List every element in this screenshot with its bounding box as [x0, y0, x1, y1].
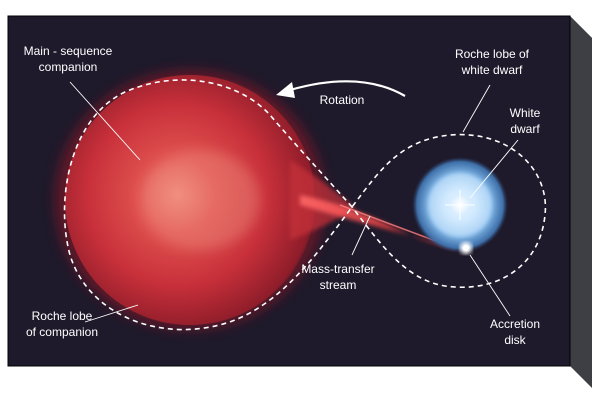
label-roche-wd-1: Roche lobe of	[455, 47, 530, 61]
label-rotation: Rotation	[320, 93, 365, 107]
rotation-arrowhead	[276, 82, 295, 98]
leader-roche-comp	[84, 304, 139, 323]
label-roche-comp-2: of companion	[26, 325, 98, 339]
leader-main-sequence	[69, 81, 141, 161]
label-main-sequence-1: Main - sequence	[24, 44, 113, 58]
leader-roche-wd	[462, 84, 491, 133]
label-mass-transfer-1: Mass-transfer	[301, 262, 374, 276]
label-roche-comp-1: Roche lobe	[32, 309, 93, 323]
label-accretion-1: Accretion	[490, 317, 540, 331]
leader-accretion	[469, 254, 511, 317]
mass-transfer-stream	[300, 195, 462, 250]
companion-star	[55, 70, 355, 330]
label-accretion-2: disk	[504, 333, 526, 347]
label-roche-wd-2: white dwarf	[461, 63, 523, 77]
label-mass-transfer-2: stream	[320, 278, 357, 292]
label-white-dwarf-2: dwarf	[510, 122, 540, 136]
leader-white-dwarf	[469, 139, 519, 199]
label-main-sequence-2: companion	[39, 60, 98, 74]
label-white-dwarf-1: White	[510, 106, 541, 120]
panel-side-edge	[570, 16, 592, 388]
rotation-arrow	[289, 80, 406, 97]
leader-mass-transfer	[351, 215, 371, 256]
roche-lobe-outline	[63, 79, 547, 331]
